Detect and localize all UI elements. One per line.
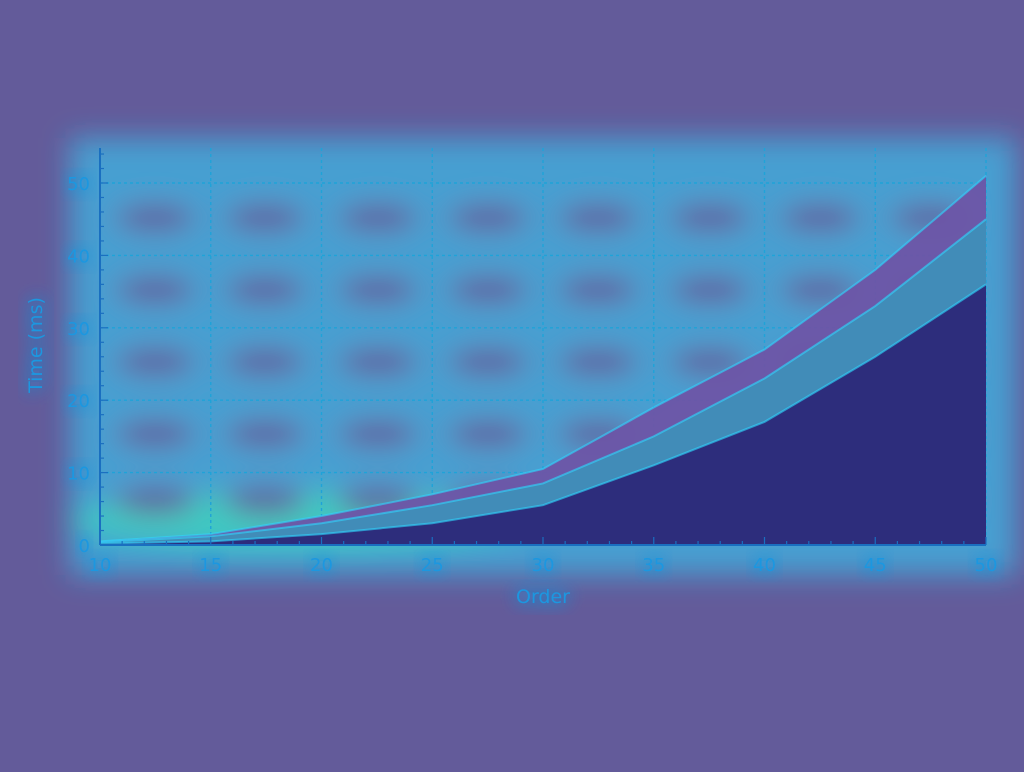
y-tick-label: 10 <box>67 464 90 485</box>
grid-cell-shade <box>668 274 752 306</box>
y-axis-label: Time (ms) <box>25 297 47 394</box>
area-series-3 <box>100 284 986 545</box>
grid-cell-shade <box>223 346 307 378</box>
grid-cell-shade <box>668 202 752 234</box>
y-tick-label: 0 <box>79 536 90 557</box>
x-tick-label: 10 <box>89 555 112 576</box>
x-tick-label: 40 <box>753 555 776 576</box>
grid-cell-shade <box>113 274 197 306</box>
grid-cell-shade <box>336 346 420 378</box>
grid-cell-shade <box>113 202 197 234</box>
y-tick-label: 30 <box>67 319 90 340</box>
y-tick-label: 20 <box>67 391 90 412</box>
y-tick-label: 50 <box>67 174 90 195</box>
grid-cell-shade <box>778 202 862 234</box>
grid-cell-shade <box>223 202 307 234</box>
grid-cell-shade <box>113 418 197 450</box>
x-axis-label: Order <box>516 586 570 608</box>
grid-cell-shade <box>446 418 530 450</box>
series-line-3 <box>99 283 987 545</box>
x-tick-label: 50 <box>975 555 998 576</box>
grid-cell-shade <box>113 484 197 516</box>
x-tick-label: 30 <box>532 555 555 576</box>
y-tick-label: 40 <box>67 246 90 267</box>
grid-cell-shade <box>446 346 530 378</box>
grid-cell-shade <box>556 202 640 234</box>
axes <box>99 148 987 546</box>
grid-cell-shade <box>556 346 640 378</box>
area-series <box>99 174 987 545</box>
grid-cell-shade <box>336 202 420 234</box>
x-tick-label: 15 <box>199 555 222 576</box>
grid-cell-shade <box>336 274 420 306</box>
grid-cell-shade <box>223 274 307 306</box>
grid-cell-shade <box>113 346 197 378</box>
grid-cell-shade <box>556 274 640 306</box>
x-tick-label: 20 <box>310 555 333 576</box>
x-tick-label: 35 <box>642 555 665 576</box>
grid-cell-shade <box>446 202 530 234</box>
grid-cell-shade <box>223 484 307 516</box>
grid-cell-shade <box>336 418 420 450</box>
grid-cell-shade <box>223 418 307 450</box>
grid-cell-shade <box>446 274 530 306</box>
series-line-1 <box>99 174 987 543</box>
x-tick-label: 25 <box>421 555 444 576</box>
series-line-2 <box>99 218 987 544</box>
x-tick-label: 45 <box>864 555 887 576</box>
